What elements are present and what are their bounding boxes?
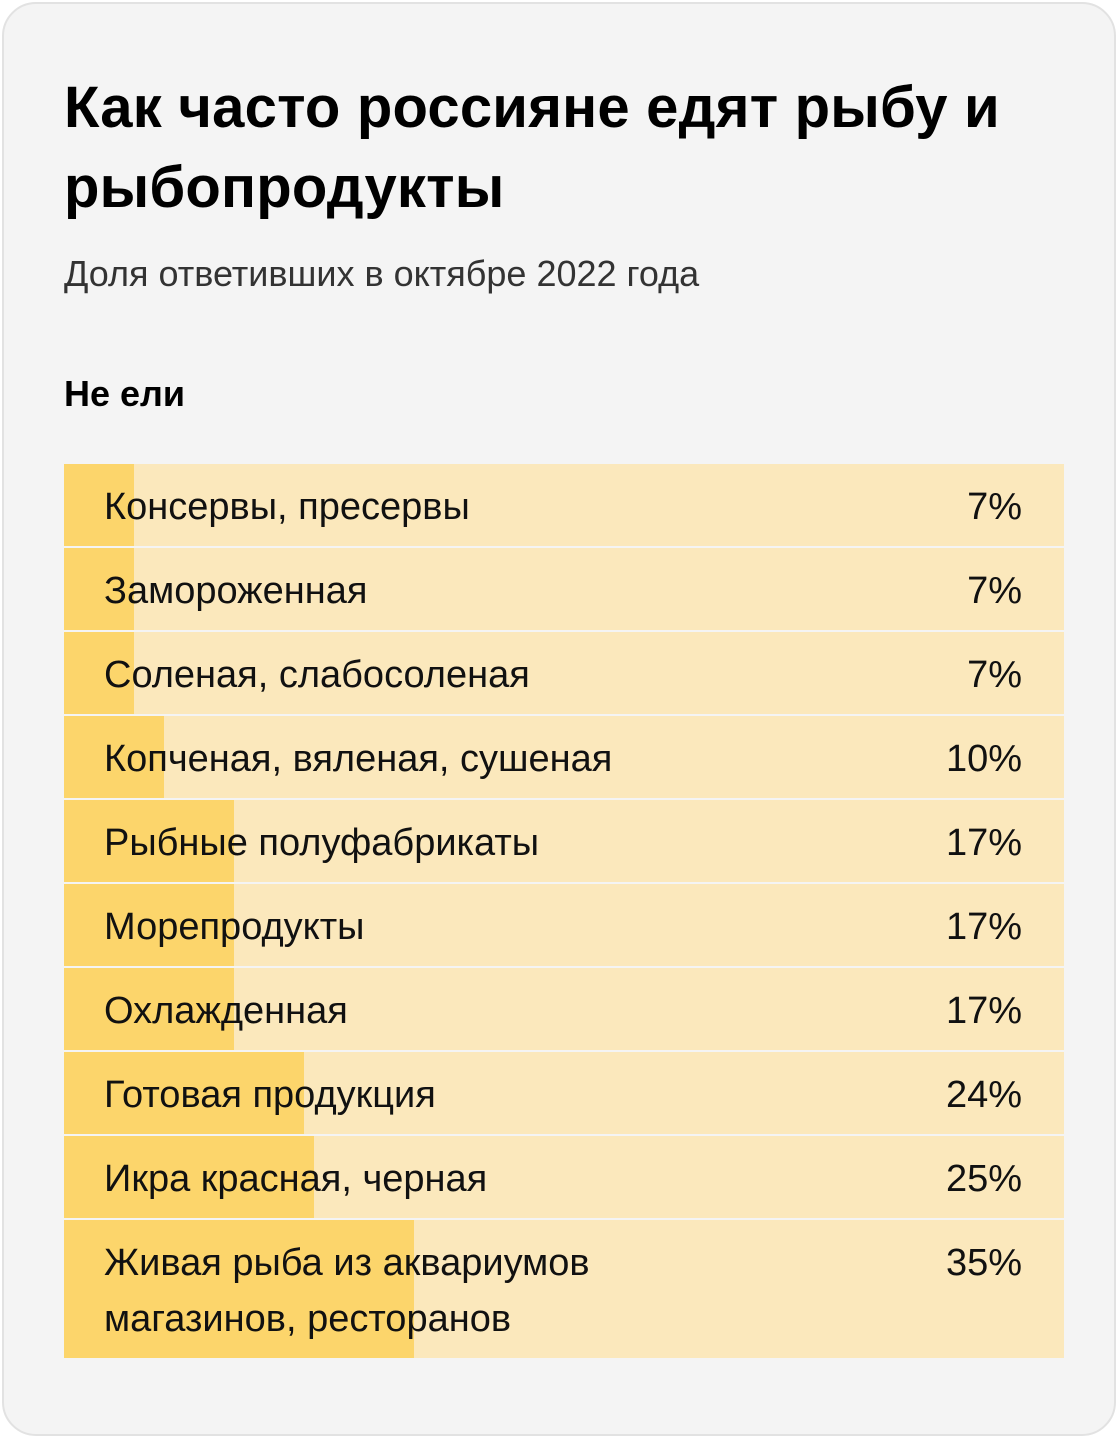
- bar: [64, 1220, 414, 1358]
- bar: [64, 548, 134, 630]
- value-label: 7%: [967, 654, 1022, 696]
- bar-track: [64, 716, 1064, 798]
- bar-row: Икра красная, черная 25%: [64, 1136, 1064, 1218]
- bar: [64, 800, 234, 882]
- category-label: Икра красная, черная: [104, 1158, 488, 1200]
- value-label: 7%: [967, 486, 1022, 528]
- chart-subtitle: Доля ответивших в октябре 2022 года: [64, 253, 700, 294]
- value-label: 17%: [945, 822, 1022, 864]
- bar: [64, 1052, 304, 1134]
- bar: [64, 1136, 314, 1218]
- category-label: Готовая продукция: [104, 1074, 436, 1116]
- bar-row: Консервы, пресервы 7%: [64, 464, 1064, 546]
- category-label: Охлажденная: [104, 990, 348, 1032]
- bar-track: [64, 464, 1064, 546]
- value-label: 10%: [945, 738, 1022, 780]
- value-label: 25%: [945, 1158, 1022, 1200]
- bar: [64, 968, 234, 1050]
- category-label: Копченая, вяленая, сушеная: [104, 738, 613, 780]
- category-label: Морепродукты: [104, 906, 365, 948]
- chart-title: Как часто россияне едят рыбу и рыбопроду…: [64, 75, 1000, 220]
- bar-row: Морепродукты 17%: [64, 884, 1064, 966]
- value-label: 35%: [945, 1242, 1022, 1284]
- category-label: Живая рыба из аквариумов магазинов, рест…: [104, 1242, 590, 1340]
- category-label: Соленая, слабосоленая: [104, 654, 530, 696]
- bar-row: Замороженная 7%: [64, 548, 1064, 630]
- category-label: Рыбные полуфабрикаты: [104, 822, 540, 864]
- bar-row: Охлажденная 17%: [64, 968, 1064, 1050]
- section-label: Не ели: [64, 373, 186, 414]
- bar-row: Рыбные полуфабрикаты 17%: [64, 800, 1064, 882]
- bar: [64, 464, 134, 546]
- bar: [64, 884, 234, 966]
- bar-track: [64, 632, 1064, 714]
- category-label: Замороженная: [104, 570, 368, 612]
- value-label: 7%: [967, 570, 1022, 612]
- category-label: Консервы, пресервы: [104, 486, 470, 528]
- bar-row: Живая рыба из аквариумов магазинов, рест…: [64, 1220, 1064, 1358]
- bar-row: Соленая, слабосоленая 7%: [64, 632, 1064, 714]
- bar-row: Копченая, вяленая, сушеная 10%: [64, 716, 1064, 798]
- bar: [64, 716, 164, 798]
- value-label: 17%: [945, 906, 1022, 948]
- value-label: 24%: [945, 1074, 1022, 1116]
- bar: [64, 632, 134, 714]
- bar-track: [64, 548, 1064, 630]
- bar-row: Готовая продукция 24%: [64, 1052, 1064, 1134]
- value-label: 17%: [945, 990, 1022, 1032]
